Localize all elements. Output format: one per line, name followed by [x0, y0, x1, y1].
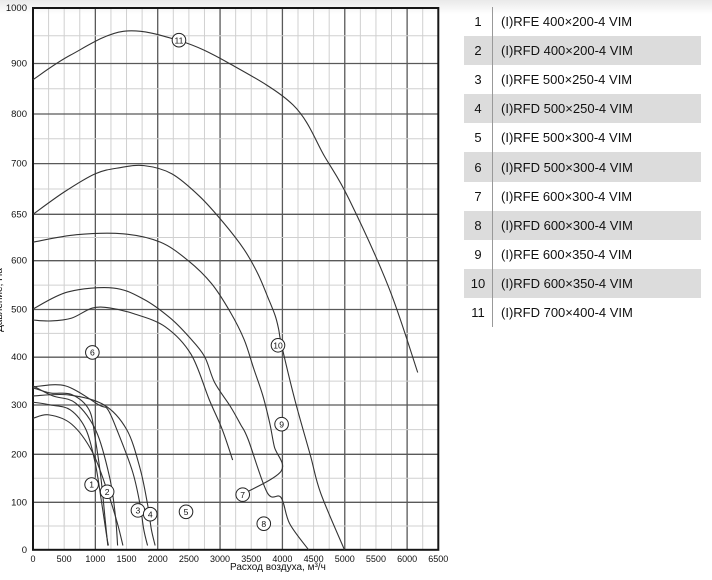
svg-text:1000: 1000	[6, 3, 27, 14]
svg-text:5500: 5500	[366, 554, 386, 564]
svg-text:6000: 6000	[397, 554, 417, 564]
svg-text:800: 800	[11, 109, 27, 120]
svg-text:500: 500	[57, 554, 72, 564]
svg-text:9: 9	[279, 419, 284, 429]
svg-text:2000: 2000	[148, 554, 168, 564]
svg-text:6: 6	[90, 348, 95, 358]
svg-text:3000: 3000	[210, 554, 230, 564]
svg-text:300: 300	[11, 400, 27, 411]
svg-text:11: 11	[175, 35, 184, 45]
svg-text:6500: 6500	[428, 554, 448, 564]
svg-text:900: 900	[11, 59, 27, 70]
svg-text:200: 200	[11, 449, 27, 460]
svg-text:3: 3	[136, 506, 141, 516]
svg-text:5: 5	[184, 507, 189, 517]
svg-text:2500: 2500	[179, 554, 199, 564]
svg-text:650: 650	[11, 209, 27, 220]
svg-text:2: 2	[105, 487, 110, 497]
svg-text:10: 10	[273, 340, 283, 350]
svg-text:5000: 5000	[335, 554, 355, 564]
svg-text:500: 500	[11, 305, 27, 316]
svg-text:4: 4	[148, 509, 153, 519]
svg-text:400: 400	[11, 352, 27, 363]
svg-text:600: 600	[11, 256, 27, 267]
svg-text:0: 0	[22, 545, 27, 556]
svg-text:700: 700	[11, 159, 27, 170]
svg-text:8: 8	[261, 519, 266, 529]
svg-text:1500: 1500	[117, 554, 137, 564]
svg-text:1: 1	[89, 480, 94, 490]
svg-text:1000: 1000	[85, 554, 105, 564]
svg-text:7: 7	[240, 490, 245, 500]
svg-text:100: 100	[11, 497, 27, 508]
svg-text:0: 0	[30, 554, 35, 564]
